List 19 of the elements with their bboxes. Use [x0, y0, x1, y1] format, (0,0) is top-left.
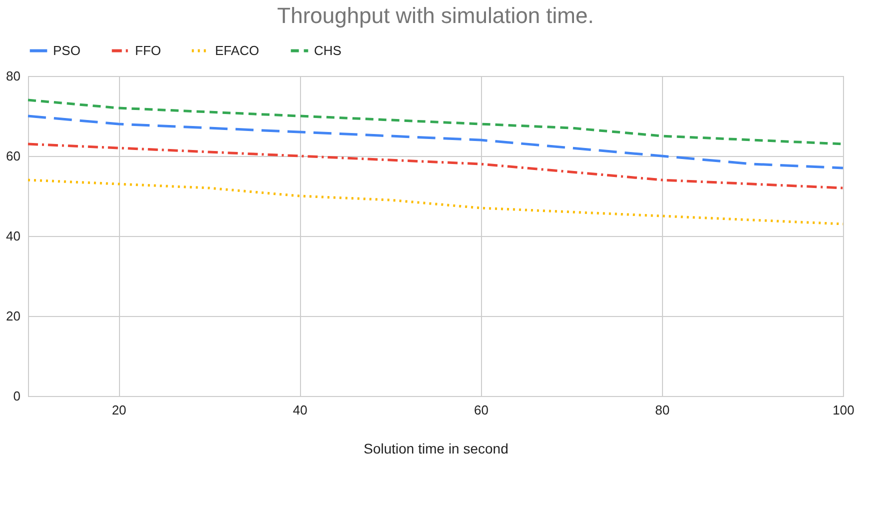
chart-title: Throughput with simulation time. [277, 3, 594, 28]
x-axis-title: Solution time in second [364, 440, 508, 456]
y-tick-label: 40 [6, 228, 20, 244]
y-tick-label: 80 [6, 68, 20, 84]
legend-label: CHS [314, 42, 342, 58]
line-series [26, 114, 844, 170]
x-tick-label: 100 [832, 402, 854, 418]
legend-label: PSO [53, 42, 80, 58]
line-series [26, 178, 844, 226]
y-tick-label: 20 [6, 308, 20, 324]
x-tick-label: 20 [112, 402, 126, 418]
y-tick-label: 0 [13, 388, 20, 404]
x-tick-label: 80 [655, 402, 670, 418]
x-tick-label: 60 [474, 402, 489, 418]
x-tick-label: 40 [292, 402, 308, 418]
legend-label: EFACO [215, 42, 260, 58]
line-series [26, 142, 844, 190]
legend-label: FFO [135, 42, 161, 58]
y-tick-label: 60 [6, 148, 20, 164]
